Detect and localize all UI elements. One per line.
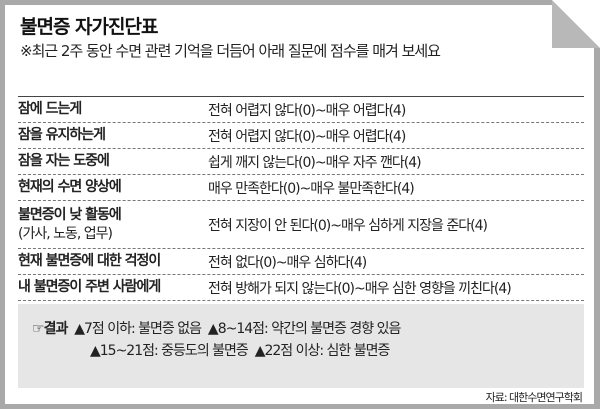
- question-note: (가사, 노동, 업무): [18, 225, 113, 242]
- table-row: 현재의 수면 양상에 매우 만족한다(0)~매우 불만족한다(4): [18, 175, 584, 201]
- question: 내 불면증이 주변 사람에게: [18, 279, 161, 296]
- table-row: 불면증이 낮 활동에 (가사, 노동, 업무) 전혀 지장이 안 된다(0)~매우 …: [18, 201, 584, 249]
- table-row: 내 불면증이 주변 사람에게 전혀 방해가 되지 않는다(0)~매우 심한 영향을…: [18, 275, 584, 301]
- scale: 전혀 없다(0)~매우 심하다(4): [208, 254, 367, 271]
- subtitle: ※최근 2주 동안 수면 관련 기억을 더듬어 아래 질문에 점수를 매겨 보세…: [20, 42, 441, 60]
- scale: 전혀 방해가 되지 않는다(0)~매우 심한 영향을 끼친다(4): [208, 280, 512, 297]
- questionnaire-table: 잠에 드는게 전혀 어렵지 않다(0)~매우 어렵다(4) 잠을 유지하는게 전혀 …: [18, 96, 584, 301]
- result-line-2: ▲15~21점: 중등도의 불면증 ▲22점 이상: 심한 불면증: [32, 340, 584, 362]
- scale: 전혀 어렵지 않다(0)~매우 어렵다(4): [208, 102, 406, 119]
- question: 현재의 수면 양상에: [18, 179, 122, 196]
- question-text: 불면증이 낮 활동에: [18, 206, 122, 223]
- result-item: ▲22점 이상: 심한 불면증: [254, 343, 391, 359]
- result-item: ▲15~21점: 중등도의 불면증: [90, 343, 249, 359]
- question: 잠을 유지하는게: [18, 127, 106, 144]
- result-item: ▲7점 이하: 불면증 없음: [74, 321, 202, 337]
- result-item: ▲8~14점: 약간의 불면증 경향 있음: [207, 321, 401, 337]
- question: 잠에 드는게: [18, 101, 82, 118]
- scale: 쉽게 깨지 않는다(0)~매우 자주 깬다(4): [208, 154, 422, 171]
- scale: 전혀 지장이 안 된다(0)~매우 심하게 지장을 준다(4): [208, 217, 488, 234]
- question: 잠을 자는 도중에: [18, 153, 110, 170]
- result-label: 결과: [43, 321, 69, 337]
- source-credit: 자료: 대한수면연구학회: [485, 391, 583, 404]
- table-row: 잠을 유지하는게 전혀 어렵지 않다(0)~매우 어렵다(4): [18, 123, 584, 149]
- result-line-1: ☞결과 ▲7점 이하: 불면증 없음 ▲8~14점: 약간의 불면증 경향 있음: [32, 318, 584, 340]
- table-row: 잠에 드는게 전혀 어렵지 않다(0)~매우 어렵다(4): [18, 97, 584, 123]
- question: 현재 불면증에 대한 걱정이: [18, 253, 161, 270]
- question: 불면증이 낮 활동에 (가사, 노동, 업무): [18, 206, 208, 244]
- pointing-hand-icon: ☞: [32, 321, 45, 337]
- result-box: ☞결과 ▲7점 이하: 불면증 없음 ▲8~14점: 약간의 불면증 경향 있음…: [18, 304, 584, 388]
- scale: 매우 만족한다(0)~매우 불만족한다(4): [208, 180, 415, 197]
- table-row: 현재 불면증에 대한 걱정이 전혀 없다(0)~매우 심하다(4): [18, 249, 584, 275]
- table-row: 잠을 자는 도중에 쉽게 깨지 않는다(0)~매우 자주 깬다(4): [18, 149, 584, 175]
- folded-corner: [552, 0, 600, 48]
- scale: 전혀 어렵지 않다(0)~매우 어렵다(4): [208, 128, 406, 145]
- page-title: 불면증 자가진단표: [20, 16, 158, 38]
